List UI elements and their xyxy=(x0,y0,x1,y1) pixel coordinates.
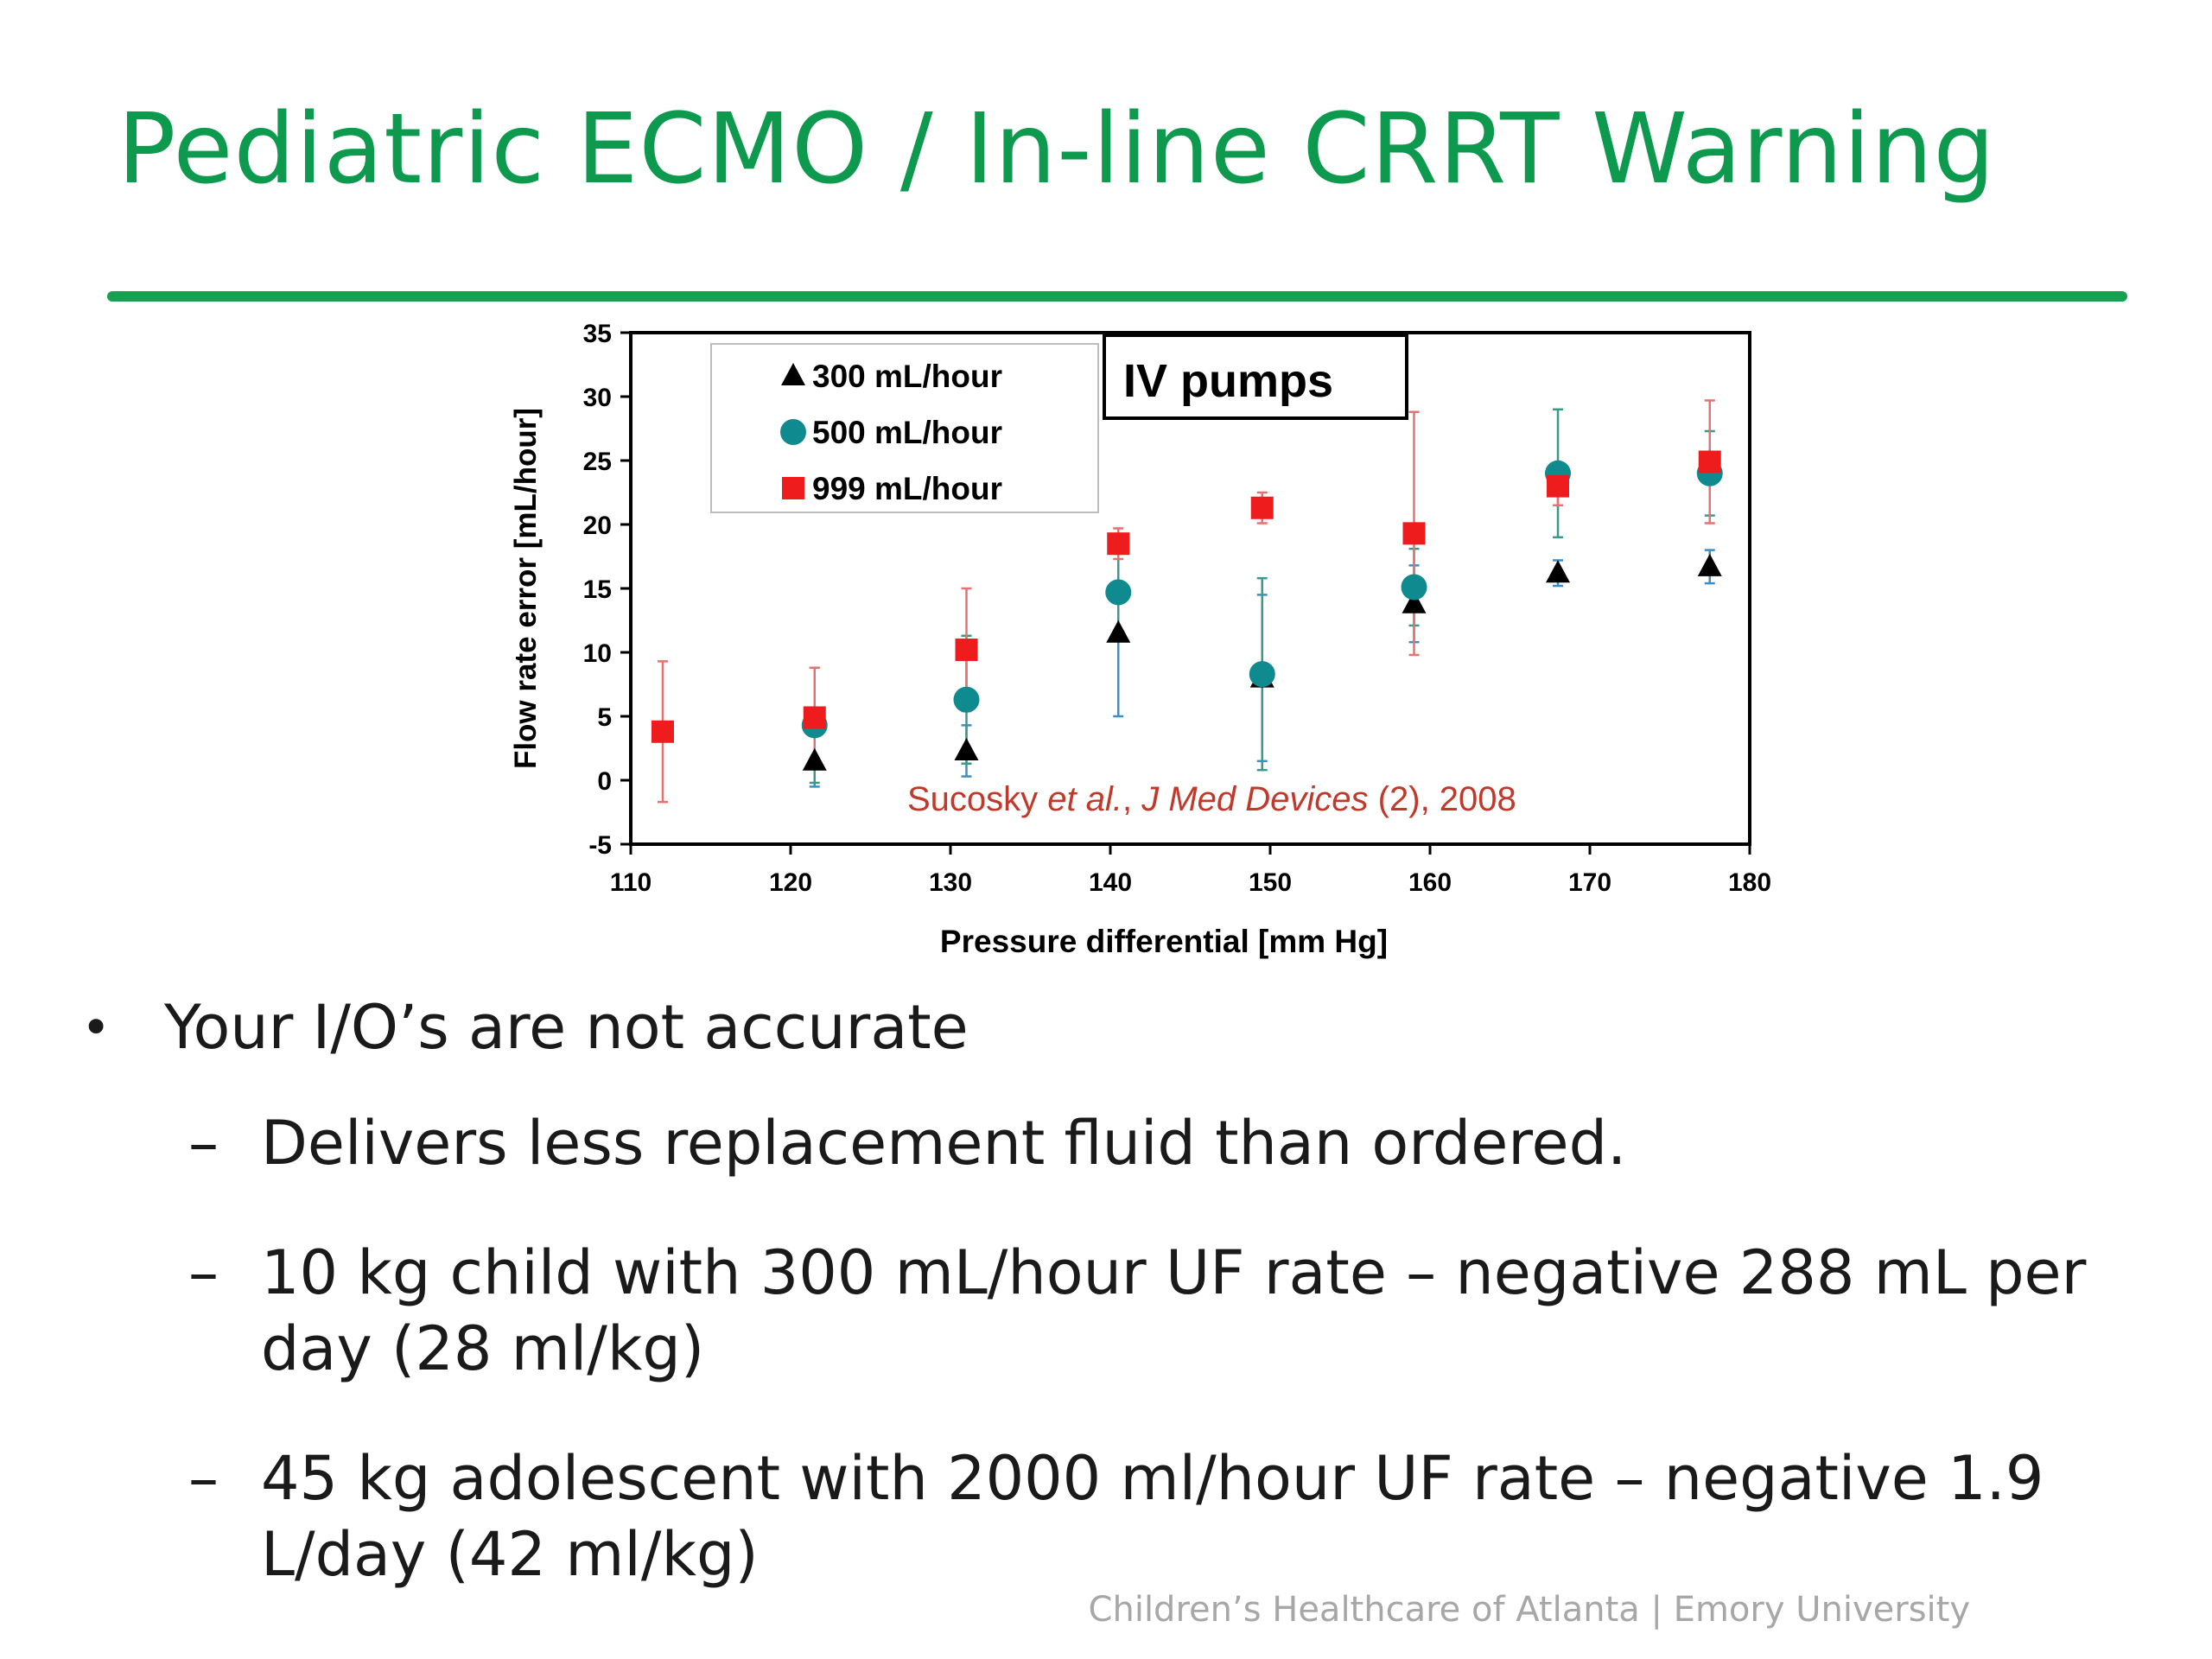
data-point-circle xyxy=(1401,574,1427,601)
data-point-triangle xyxy=(1546,560,1570,583)
data-points xyxy=(652,450,1723,771)
y-tick-label: 25 xyxy=(583,448,612,476)
citation-mid: , xyxy=(1122,780,1141,818)
data-point-circle xyxy=(1105,579,1132,606)
footer-text: Children’s Healthcare of Atlanta | Emory… xyxy=(1088,1590,1970,1630)
data-point-triangle xyxy=(802,747,827,771)
data-point-square xyxy=(1698,450,1721,474)
bullet-main-text: Your I/O’s are not accurate xyxy=(164,992,969,1063)
citation-suffix: (2), 2008 xyxy=(1369,780,1516,818)
y-tick-label: 35 xyxy=(583,320,612,348)
data-point-square xyxy=(1547,474,1569,498)
citation-italic-1: et al. xyxy=(1047,780,1122,818)
bullet-list: • Your I/O’s are not accurate – Delivers… xyxy=(69,989,2160,1646)
data-point-triangle xyxy=(1402,590,1427,613)
axis-ticks: -5 0 5 10 15 20 25 30 35 110 120 130 140 150 160 170 180 xyxy=(583,320,1771,897)
y-tick-label: 10 xyxy=(583,639,612,668)
citation-prefix: Sucosky xyxy=(907,780,1047,818)
legend: 300 mL/hour 500 mL/hour 999 mL/hour xyxy=(710,343,1099,513)
slide-title: Pediatric ECMO / In-line CRRT Warning xyxy=(118,93,1996,206)
flow-rate-error-chart: -5 0 5 10 15 20 25 30 35 110 120 130 140 150 160 170 180… xyxy=(509,320,1771,959)
sub-bullet-dash: – xyxy=(188,1237,219,1308)
x-tick-label: 170 xyxy=(1568,868,1611,897)
legend-marker-circle xyxy=(780,419,806,445)
data-point-square xyxy=(955,639,978,662)
y-tick-label: 15 xyxy=(583,575,612,604)
citation-italic-2: J Med Devices xyxy=(1141,780,1368,818)
x-axis-label: Pressure differential [mm Hg] xyxy=(940,924,1388,959)
x-tick-label: 120 xyxy=(769,868,812,897)
sub-bullet-dash: – xyxy=(188,1443,219,1514)
sub-bullet-2: – 10 kg child with 300 mL/hour UF rate –… xyxy=(69,1235,2160,1387)
data-point-triangle xyxy=(1106,620,1131,643)
citation-text: Sucosky et al., J Med Devices (2), 2008 xyxy=(907,780,1516,818)
y-tick-label: 30 xyxy=(583,384,612,412)
data-point-circle xyxy=(1249,661,1275,688)
y-tick-label: -5 xyxy=(588,831,612,860)
y-axis-label: Flow rate error [mL/hour] xyxy=(509,408,543,769)
sub-bullet-1: – Delivers less replacement fluid than o… xyxy=(69,1105,2160,1181)
iv-pumps-label: IV pumps xyxy=(1123,355,1333,407)
sub-bullet-3: – 45 kg adolescent with 2000 ml/hour UF … xyxy=(69,1440,2160,1592)
x-tick-label: 180 xyxy=(1728,868,1771,897)
data-point-triangle xyxy=(954,737,979,760)
x-tick-label: 150 xyxy=(1249,868,1292,897)
data-point-square xyxy=(1250,496,1274,519)
legend-label: 300 mL/hour xyxy=(812,359,1002,394)
data-point-square xyxy=(1402,522,1426,545)
sub-bullet-text: 45 kg adolescent with 2000 ml/hour UF ra… xyxy=(261,1443,2044,1590)
y-tick-label: 20 xyxy=(583,512,612,540)
x-tick-label: 110 xyxy=(610,868,652,897)
data-point-square xyxy=(652,720,674,743)
sub-bullet-dash: – xyxy=(188,1108,219,1179)
legend-label: 999 mL/hour xyxy=(812,471,1002,506)
legend-label: 500 mL/hour xyxy=(812,415,1002,450)
y-tick-label: 0 xyxy=(597,767,612,796)
bullet-dot: • xyxy=(81,998,111,1057)
x-tick-label: 140 xyxy=(1089,868,1132,897)
title-divider xyxy=(107,291,2127,302)
data-point-triangle xyxy=(1697,553,1722,576)
x-tick-label: 160 xyxy=(1408,868,1452,897)
legend-marker-triangle xyxy=(781,363,805,385)
bullet-main: • Your I/O’s are not accurate xyxy=(69,989,2160,1065)
sub-bullet-text: Delivers less replacement fluid than ord… xyxy=(261,1108,1627,1179)
y-tick-label: 5 xyxy=(597,703,612,732)
iv-pumps-box: IV pumps xyxy=(1103,334,1408,420)
data-point-square xyxy=(1107,532,1130,556)
legend-box xyxy=(710,343,1099,513)
legend-marker-square xyxy=(782,477,804,499)
iv-pumps-frame xyxy=(1103,334,1408,420)
sub-bullet-text: 10 kg child with 300 mL/hour UF rate – n… xyxy=(261,1237,2087,1384)
data-point-circle xyxy=(953,686,980,713)
x-tick-label: 130 xyxy=(929,868,972,897)
data-point-square xyxy=(803,706,826,729)
